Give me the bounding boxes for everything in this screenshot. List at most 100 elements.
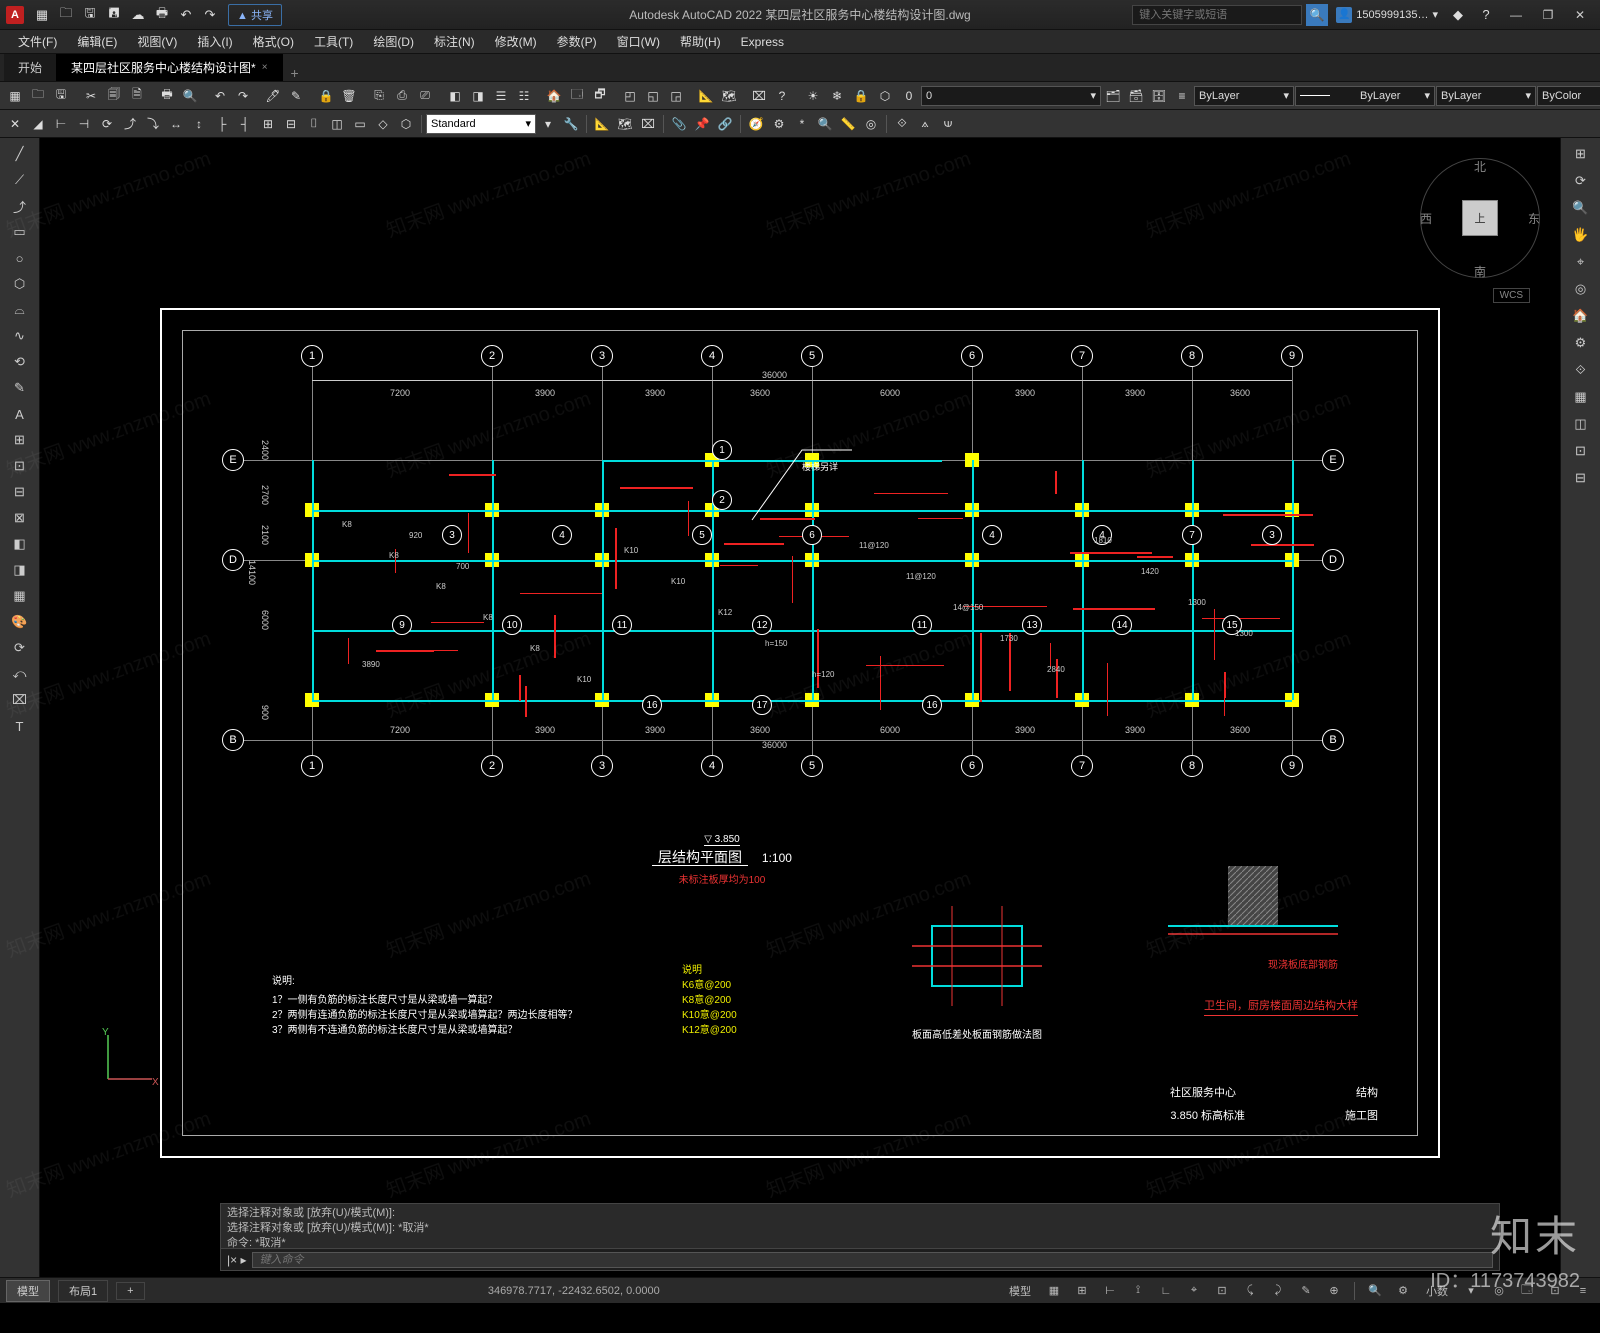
toolbar-btn-2[interactable]: 🖫 [50,85,72,107]
nav-tool-0[interactable]: ⊞ [1569,142,1593,166]
layer-mgr-btn-2[interactable]: 🗄 [1148,85,1170,107]
status-btn-14[interactable]: ⚙ [1392,1281,1414,1301]
window-maximize[interactable]: ❐ [1534,4,1562,26]
qat-open[interactable]: 🗀 [55,4,77,26]
dim-btn-13[interactable]: ⌷ [303,113,325,135]
toolbar-btn-20[interactable]: ⎘ [368,85,390,107]
nav-tool-8[interactable]: ⟐ [1569,358,1593,382]
menu-modify[interactable]: 修改(M) [485,31,547,52]
nav-tool-7[interactable]: ⚙ [1569,331,1593,355]
toolbar-btn-15[interactable]: ✎ [285,85,307,107]
status-btn-4[interactable]: ⟟ [1127,1281,1149,1301]
status-btn-16[interactable]: ▾ [1460,1281,1482,1301]
status-btn-2[interactable]: ⊞ [1071,1281,1093,1301]
status-btn-9[interactable]: ⤸ [1267,1281,1289,1301]
tb2b-btn-16[interactable]: ◎ [860,113,882,135]
draw-tool-6[interactable]: ⌓ [8,298,32,322]
toolbar-btn-25[interactable]: ◨ [467,85,489,107]
menu-dimension[interactable]: 标注(N) [424,31,485,52]
tb2b-btn-7[interactable]: 📎 [668,113,690,135]
dimstyle-dropdown[interactable]: Standard▾ [426,114,536,134]
menu-file[interactable]: 文件(F) [8,31,67,52]
layer-state-btn-4[interactable]: 0 [898,85,920,107]
status-btn-1[interactable]: ▦ [1043,1281,1065,1301]
layer-state-btn-0[interactable]: ☀ [802,85,824,107]
toolbar-btn-6[interactable]: 🗎 [126,85,148,107]
toolbar-btn-34[interactable]: ◱ [642,85,664,107]
toolbar-btn-4[interactable]: ✂ [80,85,102,107]
dim-btn-16[interactable]: ◇ [372,113,394,135]
draw-tool-1[interactable]: ⟋ [8,168,32,192]
qat-saveas[interactable]: 🖪 [103,4,125,26]
tb2b-btn-4[interactable]: 🗺 [614,113,636,135]
dim-btn-5[interactable]: ⤴ [119,113,141,135]
draw-tool-19[interactable]: ⟳ [8,636,32,660]
modelspace-tab[interactable]: 模型 [6,1280,50,1302]
status-btn-15[interactable]: 小数 [1420,1281,1454,1301]
menu-param[interactable]: 参数(P) [547,31,607,52]
status-btn-18[interactable]: 🗔 [1516,1281,1538,1301]
toolbar-btn-11[interactable]: ↶ [209,85,231,107]
draw-tool-11[interactable]: ⊞ [8,428,32,452]
tb2b-btn-0[interactable]: ▾ [537,113,559,135]
qat-undo[interactable]: ↶ [175,4,197,26]
nav-tool-5[interactable]: ◎ [1569,277,1593,301]
nav-tool-12[interactable]: ⊟ [1569,466,1593,490]
window-close[interactable]: ✕ [1566,4,1594,26]
tb2b-btn-8[interactable]: 📌 [691,113,713,135]
dim-btn-2[interactable]: ⊢ [50,113,72,135]
toolbar-btn-41[interactable]: ? [771,85,793,107]
prop-dropdown-prop_color[interactable]: ByLayer▾ [1194,86,1294,106]
tb2b-btn-20[interactable]: ⟒ [937,113,959,135]
layer-state-btn-1[interactable]: ❄ [826,85,848,107]
toolbar-btn-12[interactable]: ↷ [232,85,254,107]
layer-mgr-btn-3[interactable]: ≡ [1171,85,1193,107]
viewcube-west[interactable]: 西 [1420,210,1432,227]
nav-tool-11[interactable]: ⊡ [1569,439,1593,463]
toolbar-btn-21[interactable]: ⎙ [391,85,413,107]
prop-dropdown-prop_ltype[interactable]: ByLayer▾ [1295,86,1435,106]
toolbar-btn-27[interactable]: ☷ [513,85,535,107]
share-button[interactable]: ▲ 共享 [228,4,282,26]
status-btn-13[interactable]: 🔍 [1364,1281,1386,1301]
draw-tool-12[interactable]: ⊡ [8,454,32,478]
draw-tool-4[interactable]: ○ [8,246,32,270]
dim-btn-11[interactable]: ⊞ [257,113,279,135]
qat-plot[interactable]: 🖶 [151,4,173,26]
status-btn-19[interactable]: ⊡ [1544,1281,1566,1301]
tab-close-icon[interactable]: × [262,62,268,73]
status-btn-8[interactable]: ⤹ [1239,1281,1261,1301]
toolbar-btn-37[interactable]: 📐 [695,85,717,107]
tab-new-icon[interactable]: + [283,65,307,81]
nav-tool-10[interactable]: ◫ [1569,412,1593,436]
menu-draw[interactable]: 绘图(D) [363,31,424,52]
dim-btn-10[interactable]: ┤ [234,113,256,135]
tb2b-btn-13[interactable]: * [791,113,813,135]
toolbar-btn-24[interactable]: ◧ [444,85,466,107]
tb2b-btn-12[interactable]: ⚙ [768,113,790,135]
prop-dropdown-prop_lweight[interactable]: ByLayer▾ [1436,86,1536,106]
draw-tool-13[interactable]: ⊟ [8,480,32,504]
dim-btn-6[interactable]: ⤵ [142,113,164,135]
menu-view[interactable]: 视图(V) [127,31,187,52]
toolbar-btn-30[interactable]: 🗔 [566,85,588,107]
qat-save[interactable]: 🖫 [79,4,101,26]
toolbar-btn-18[interactable]: 🗑 [338,85,360,107]
user-account[interactable]: 👤 1505999135… ▾ [1332,7,1442,23]
layer-state-btn-3[interactable]: ⬡ [874,85,896,107]
menu-insert[interactable]: 插入(I) [187,31,242,52]
dim-btn-3[interactable]: ⊣ [73,113,95,135]
toolbar-btn-17[interactable]: 🔒 [315,85,337,107]
draw-tool-5[interactable]: ⬡ [8,272,32,296]
dim-btn-4[interactable]: ⟳ [96,113,118,135]
toolbar-btn-35[interactable]: ◲ [665,85,687,107]
toolbar-btn-31[interactable]: 🗗 [589,85,611,107]
draw-tool-9[interactable]: ✎ [8,376,32,400]
toolbar-btn-33[interactable]: ◰ [619,85,641,107]
draw-tool-20[interactable]: ⤺ [8,662,32,686]
search-icon[interactable]: 🔍 [1306,4,1328,26]
dim-btn-17[interactable]: ⬡ [395,113,417,135]
status-btn-10[interactable]: ✎ [1295,1281,1317,1301]
layer-mgr-btn-1[interactable]: 🗃 [1125,85,1147,107]
prop-dropdown-prop_plot[interactable]: ByColor▾ [1537,86,1600,106]
